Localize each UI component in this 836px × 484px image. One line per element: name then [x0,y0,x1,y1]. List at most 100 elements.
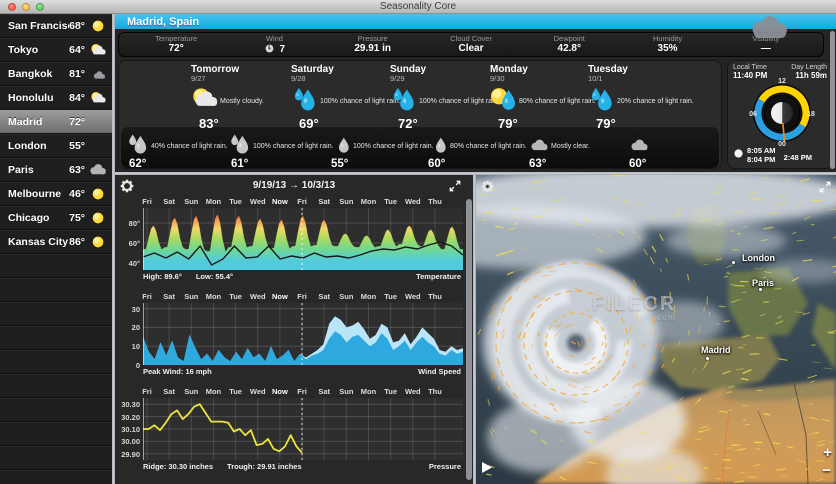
chart-footer: Peak Wind: 16 mph Wind Speed [115,365,473,378]
satellite-map[interactable]: + − FILECR .com London Paris Madrid [476,175,836,484]
rain-icon [390,85,417,117]
sun-icon [90,185,107,202]
conditions-scrollbar[interactable] [830,31,835,169]
map-zoom-in-button[interactable]: + [823,444,832,461]
city-sidebar: San Francisco68° Tokyo 64° Bangkok 81° Honolu… [0,14,112,484]
day-label: Now [271,197,288,206]
forecast-panel: 40% chance of light rain. 62° 100% chance … [118,60,722,169]
sidebar-item-london[interactable]: London 55° [0,134,112,158]
day-label: Sun [184,197,199,206]
sidebar-item-bangkok[interactable]: Bangkok 81° [0,62,112,86]
sunset-time: 8:04 PM [747,155,776,164]
charts-pane: 9/19/13 → 10/3/13 Fri Sat Sun Mon Tue Wed Now F… [115,175,473,484]
day-label: Fri [142,292,152,301]
chart-day-labels: Fri Sat Sun Mon Tue Wed Now Fri Sat Sun Mon Tue Wed T… [115,387,473,398]
sidebar-item-san-francisco[interactable]: San Francisco68° [0,14,112,38]
y-tick-label: 0 [135,361,140,370]
day-label: Tue [384,387,398,396]
sidebar-item-tokyo[interactable]: Tokyo 64° [0,38,112,62]
sun-icon [90,209,107,226]
moon-icon [812,150,827,164]
y-tick-label: 30.30 [121,400,140,410]
rain-gray-icon [228,132,251,160]
moon-cloud-icon [90,65,107,82]
sunrise-time: 8:05 AM [747,146,776,155]
y-tick-label: 80° [128,219,140,228]
sidebar-item-kansas-city[interactable]: Kansas City 86° [0,230,112,254]
pressure-plot [143,398,463,460]
sidebar-item-madrid[interactable]: Madrid 72° [0,110,112,134]
temperature-plot [143,208,463,270]
minimize-button[interactable] [22,3,30,11]
chart-stat: Peak Wind: 16 mph [143,367,212,376]
map-expand-icon[interactable] [819,180,831,198]
stat-value: 42.8° [557,43,581,54]
day-label: Now [271,292,288,301]
chart-day-labels: Fri Sat Sun Mon Tue Wed Now Fri Sat Sun Mon Tue Wed T… [115,197,473,208]
city-name: Bangkok [8,67,53,80]
watermark: FILECR .com [592,293,677,322]
map-city-label-london: London [742,253,775,263]
city-name: Madrid [8,115,43,128]
sidebar-item-chicago[interactable]: Chicago 75° [0,206,112,230]
forecast-low-temp: 63° [529,158,547,169]
moon-rain-icon [425,132,448,160]
chart-expand-icon[interactable] [449,179,461,197]
moonrise: 2:48 PM [784,150,827,164]
zoom-button[interactable] [36,3,44,11]
chart-title: Pressure [428,462,461,471]
y-tick-label: 10 [131,342,140,352]
forecast-day-name: Sunday [390,64,427,75]
day-label: Fri [297,292,307,301]
forecast-low-temp: 61° [231,158,249,169]
day-label: Mon [205,292,222,301]
horizontal-splitter[interactable] [115,172,836,175]
forecast-desc: 40% chance of light rain. [151,142,228,150]
map-city-label-paris: Paris [752,278,775,288]
pressure-chart: Fri Sat Sun Mon Tue Wed Now Fri Sat Sun Mon Tue Wed T… [115,387,473,482]
city-temp: 86° [69,235,85,248]
charts-map-splitter[interactable] [473,175,476,484]
close-button[interactable] [8,3,16,11]
stat-label: Pressure [357,34,388,43]
map-zoom-out-button[interactable]: − [822,462,831,479]
day-label: Tue [229,292,242,301]
day-label: Fri [142,387,152,396]
day-label: Mon [205,387,222,396]
forecast-desc: Mostly cloudy. [220,97,264,105]
chart-footer: High: 89.6° Low: 55.4° Temperature [115,270,473,283]
forecast-night-5: Mostly clear. 63° [526,130,590,169]
forecast-high-temp: 72° [398,116,418,131]
local-time-value: 11:40 PM [733,71,768,80]
city-temp: 68° [69,19,85,32]
charts-scrollbar[interactable] [466,199,472,480]
sun-cloud-icon [90,41,107,58]
day-label: Sat [318,387,331,396]
map-settings-gear-icon[interactable] [481,180,494,198]
stat-value: Clear [458,43,484,54]
forecast-desc: Mostly clear. [551,142,590,150]
chart-day-labels: Fri Sat Sun Mon Tue Wed Now Fri Sat Sun Mon Tue Wed T… [115,292,473,303]
sun-icon [90,17,107,34]
current-conditions-bar: Temperature 72° Wind 7 Pressure 29.91 in Clou… [118,32,824,57]
sun-cloud-icon [191,85,218,117]
sidebar-item-paris[interactable]: Paris 63° [0,158,112,182]
empty-row [0,254,112,278]
city-name: Melbourne [8,187,62,200]
forecast-day-date: 9/27 [191,74,206,83]
sidebar-item-honolulu[interactable]: Honolulu 84° [0,86,112,110]
sidebar-splitter[interactable] [112,14,115,484]
night-forecast-strip: 40% chance of light rain. 62° 100% chance … [121,127,719,168]
title-bar[interactable]: Seasonality Core [0,0,836,14]
y-tick-label: 40° [128,259,140,268]
stat-value: 7 [225,43,323,55]
day-length-label: Day Length [791,64,827,71]
y-tick-label: 30.10 [121,425,140,434]
chart-settings-gear-icon[interactable] [120,179,134,198]
wind-speed-chart: Fri Sat Sun Mon Tue Wed Now Fri Sat Sun Mon Tue Wed T… [115,292,473,387]
day-label: Sat [163,387,175,396]
empty-row [0,470,112,484]
map-play-button[interactable] [481,461,493,479]
sidebar-item-melbourne[interactable]: Melbourne 46° [0,182,112,206]
forecast-day-2: Saturday 9/28 100% chance of light rain. 69… [291,64,421,131]
